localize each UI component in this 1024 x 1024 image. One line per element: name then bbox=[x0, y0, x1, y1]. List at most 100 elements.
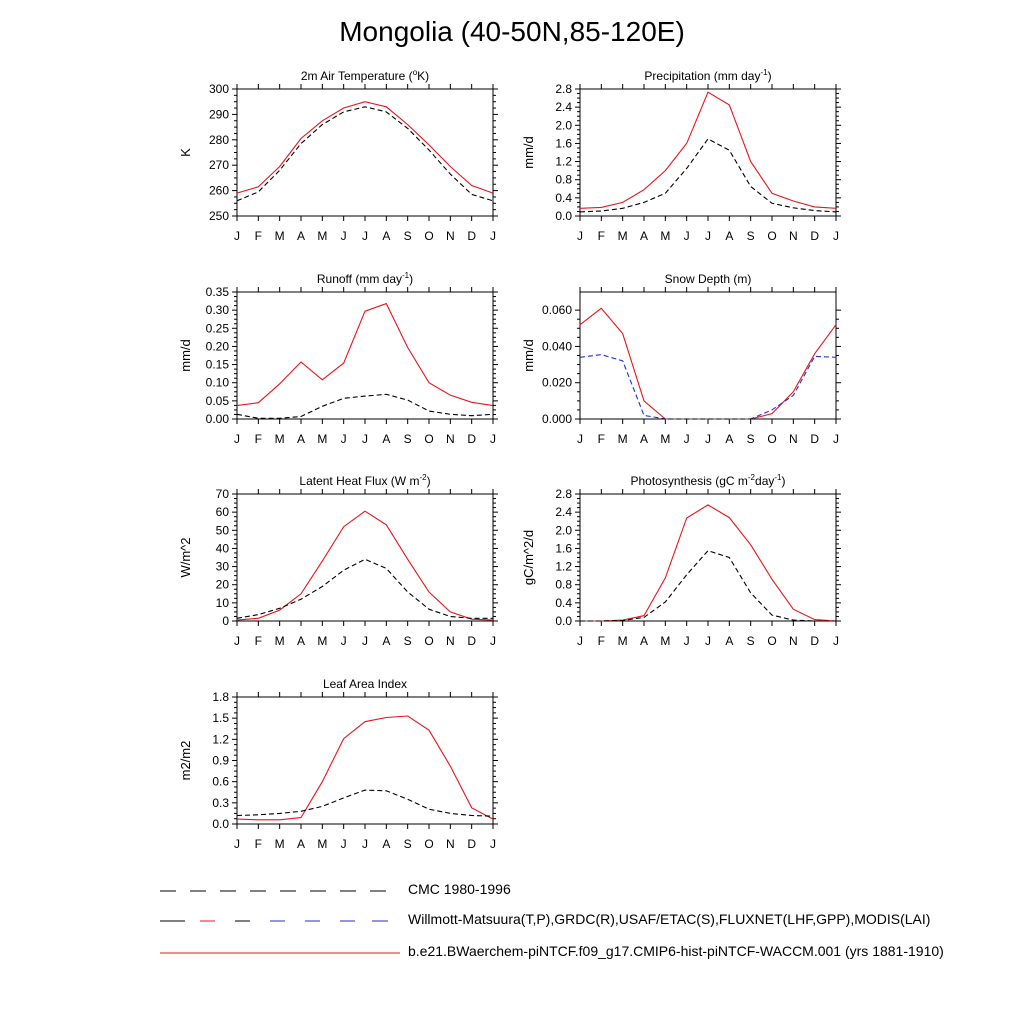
x-tick-label: S bbox=[747, 432, 755, 446]
x-tick-label: D bbox=[810, 229, 819, 243]
legend-item-observations: Willmott-Matsuura(T,P),GRDC(R),USAF/ETAC… bbox=[0, 911, 1024, 931]
x-tick-label: A bbox=[725, 432, 733, 446]
x-tick-label: O bbox=[767, 229, 776, 243]
x-tick-label: J bbox=[490, 634, 496, 648]
y-tick-label: 250 bbox=[209, 209, 229, 223]
y-tick-label: 2.4 bbox=[555, 100, 572, 114]
figure-title: Mongolia (40-50N,85-120E) bbox=[339, 16, 685, 47]
x-tick-label: D bbox=[467, 229, 476, 243]
x-tick-label: S bbox=[404, 837, 412, 851]
series-line-model bbox=[236, 101, 494, 194]
panel-7: Leaf Area Index m2/m2 0.0 0.3 0.6 0.9 1.2 1.5 1.… bbox=[178, 677, 498, 851]
panel-title: Snow Depth (m) bbox=[665, 272, 752, 286]
series-line-cmc bbox=[236, 393, 494, 419]
x-tick-label: M bbox=[618, 634, 628, 648]
y-tick-label: 70 bbox=[216, 487, 230, 501]
y-tick-label: 1.5 bbox=[212, 711, 229, 725]
y-tick-label: 0.4 bbox=[555, 191, 572, 205]
legend-label-observations: Willmott-Matsuura(T,P),GRDC(R),USAF/ETAC… bbox=[408, 911, 931, 927]
y-tick-label: 0.020 bbox=[542, 376, 572, 390]
plot-frame bbox=[579, 291, 837, 420]
x-tick-label: J bbox=[705, 432, 711, 446]
x-tick-label: S bbox=[404, 229, 412, 243]
y-tick-label: 0.060 bbox=[542, 303, 572, 317]
x-tick-label: J bbox=[362, 229, 368, 243]
y-tick-label: 0.8 bbox=[555, 173, 572, 187]
x-tick-label: A bbox=[297, 837, 305, 851]
panel-2: Precipitation (mm day-1) mm/d 0.0 0.4 0.8 1.2… bbox=[521, 68, 841, 243]
x-tick-label: J bbox=[705, 229, 711, 243]
y-tick-label: 20 bbox=[216, 578, 230, 592]
y-axis-label: K bbox=[178, 148, 193, 157]
series-line-cmc bbox=[579, 138, 837, 213]
y-tick-label: 30 bbox=[216, 560, 230, 574]
y-tick-label: 0.8 bbox=[555, 578, 572, 592]
series-line-obs bbox=[579, 354, 837, 420]
x-tick-label: J bbox=[577, 229, 583, 243]
x-tick-label: N bbox=[446, 229, 455, 243]
x-tick-label: O bbox=[424, 432, 433, 446]
x-tick-label: A bbox=[297, 634, 305, 648]
y-tick-label: 0.35 bbox=[206, 285, 230, 299]
panel-title: Latent Heat Flux (W m-2) bbox=[299, 473, 430, 488]
x-tick-label: J bbox=[234, 634, 240, 648]
x-tick-label: J bbox=[833, 634, 839, 648]
x-tick-label: A bbox=[297, 432, 305, 446]
y-tick-label: 0.25 bbox=[206, 321, 230, 335]
x-tick-label: D bbox=[467, 634, 476, 648]
y-axis-label: mm/d bbox=[178, 339, 193, 372]
x-tick-label: A bbox=[725, 229, 733, 243]
x-tick-label: M bbox=[660, 634, 670, 648]
y-axis-label: m2/m2 bbox=[178, 741, 193, 781]
y-tick-label: 0.15 bbox=[206, 358, 230, 372]
x-tick-label: O bbox=[424, 229, 433, 243]
series-line-model bbox=[236, 510, 494, 621]
y-tick-label: 10 bbox=[216, 596, 230, 610]
series-line-model bbox=[579, 91, 837, 209]
y-tick-label: 0 bbox=[222, 614, 229, 628]
x-tick-label: M bbox=[275, 229, 285, 243]
x-tick-label: S bbox=[747, 229, 755, 243]
x-tick-label: D bbox=[810, 634, 819, 648]
panel-1: 2m Air Temperature (oK) K 250 260 270 280 290 3… bbox=[178, 68, 498, 243]
y-axis-label: mm/d bbox=[521, 339, 536, 372]
x-tick-label: N bbox=[789, 229, 798, 243]
x-tick-label: M bbox=[618, 432, 628, 446]
x-tick-label: F bbox=[255, 634, 262, 648]
series-line-cmc bbox=[236, 106, 494, 202]
x-tick-label: J bbox=[684, 229, 690, 243]
x-tick-label: N bbox=[789, 432, 798, 446]
x-tick-label: J bbox=[234, 432, 240, 446]
x-tick-label: A bbox=[640, 229, 648, 243]
y-tick-label: 0.040 bbox=[542, 339, 572, 353]
x-tick-label: S bbox=[747, 634, 755, 648]
x-tick-label: F bbox=[255, 837, 262, 851]
plot-frame bbox=[236, 696, 494, 825]
y-tick-label: 260 bbox=[209, 184, 229, 198]
y-tick-label: 2.4 bbox=[555, 505, 572, 519]
y-tick-label: 1.2 bbox=[212, 732, 229, 746]
x-tick-label: J bbox=[490, 837, 496, 851]
y-tick-label: 0.0 bbox=[212, 817, 229, 831]
y-tick-label: 1.8 bbox=[212, 690, 229, 704]
y-tick-label: 1.2 bbox=[555, 560, 572, 574]
x-tick-label: M bbox=[317, 432, 327, 446]
y-tick-label: 270 bbox=[209, 158, 229, 172]
y-axis-label: W/m^2 bbox=[178, 537, 193, 577]
x-tick-label: J bbox=[362, 634, 368, 648]
x-tick-label: J bbox=[705, 634, 711, 648]
x-tick-label: O bbox=[424, 837, 433, 851]
y-tick-label: 60 bbox=[216, 505, 230, 519]
x-tick-label: A bbox=[382, 634, 390, 648]
y-tick-label: 1.6 bbox=[555, 136, 572, 150]
x-tick-label: D bbox=[467, 432, 476, 446]
x-tick-label: A bbox=[640, 432, 648, 446]
x-tick-label: F bbox=[598, 432, 605, 446]
x-tick-label: A bbox=[382, 837, 390, 851]
y-tick-label: 0.30 bbox=[206, 303, 230, 317]
x-tick-label: J bbox=[341, 432, 347, 446]
x-tick-label: M bbox=[660, 432, 670, 446]
y-tick-label: 280 bbox=[209, 133, 229, 147]
y-tick-label: 0.6 bbox=[212, 775, 229, 789]
x-tick-label: F bbox=[598, 229, 605, 243]
